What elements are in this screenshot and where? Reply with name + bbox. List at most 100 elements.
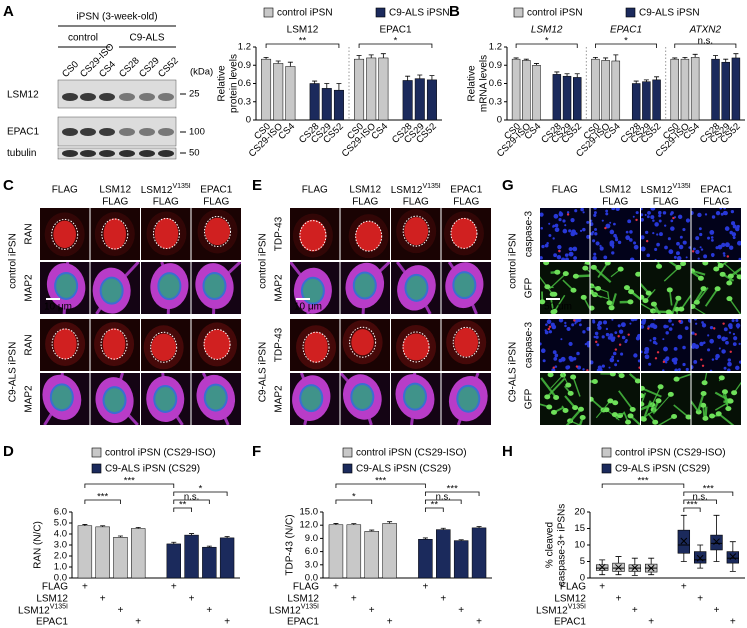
significance-label: ** (299, 36, 307, 47)
soma (656, 263, 663, 269)
significance-bracket (265, 43, 340, 48)
nucleus-dot (650, 215, 655, 220)
condition-label: EPAC1 (554, 617, 586, 628)
bar (285, 66, 296, 121)
condition-label-base: LSM12 (536, 605, 568, 616)
nucleus-dot (633, 319, 638, 321)
nucleus-dot (562, 228, 568, 234)
error-bar (324, 83, 330, 89)
scale-bar-label: 50 μm (544, 302, 572, 313)
y-tick-label: 5.0 (54, 518, 67, 529)
significance-bracket (424, 491, 480, 496)
legend-swatch (91, 463, 102, 474)
nucleus-dot (633, 244, 639, 250)
condition-plus: + (333, 582, 339, 593)
nucleus-outline (299, 220, 327, 252)
blot-band (158, 93, 174, 101)
nucleus-dot (644, 354, 650, 360)
significance-label: * (545, 36, 549, 47)
stain-label: RAN (24, 334, 35, 355)
nucleus-signal (51, 385, 72, 410)
soma (650, 301, 657, 307)
nucleus-dot (667, 237, 671, 241)
caspase-dot (691, 250, 695, 253)
y-tick-label: 0.0 (54, 573, 67, 584)
caspase-dot (638, 366, 640, 369)
nucleus-dot (699, 232, 703, 237)
neurite (590, 397, 605, 411)
condition-label: FLAG (560, 582, 586, 593)
micrograph (540, 262, 590, 314)
nucleus-dot (671, 358, 676, 363)
micrograph (590, 319, 640, 371)
nucleus-signal (302, 278, 323, 303)
soma (680, 262, 687, 267)
bar (601, 60, 610, 121)
soma (641, 416, 646, 422)
nucleus-signal (354, 273, 375, 298)
error-bar (387, 521, 393, 524)
nucleus-dot (717, 334, 722, 339)
soma (550, 309, 557, 314)
caspase-dot (552, 366, 555, 369)
nucleus-dot (671, 323, 674, 326)
nucleus-dot (637, 359, 640, 363)
error-bar (135, 527, 141, 529)
nucleus-outline (204, 215, 232, 247)
condition-label: LSM12V135I (536, 603, 586, 616)
nucleus-dot (566, 253, 569, 256)
nucleus-dot (715, 246, 719, 250)
y-axis-label: mRNA levels (479, 55, 490, 112)
soma (550, 409, 557, 415)
nucleus-dot (707, 334, 710, 337)
caspase-dot (604, 226, 607, 230)
nucleus-outline (51, 328, 79, 360)
nucleus-signal (406, 275, 427, 300)
nucleus-dot (701, 323, 707, 328)
error-bar (613, 54, 619, 61)
nucleus-dot (684, 326, 689, 331)
box (693, 551, 707, 564)
significance-bracket (84, 483, 175, 488)
micrograph (141, 208, 191, 260)
nucleus-dot (554, 227, 560, 233)
neurite (723, 262, 741, 278)
blot-band (80, 128, 96, 136)
soma (590, 264, 597, 270)
bar (670, 58, 679, 121)
caspase-dot (595, 340, 598, 344)
nucleus-dot (675, 251, 680, 256)
nucleus-dot (727, 358, 732, 362)
nucleus-dot (646, 253, 651, 258)
lane-label: CS29 (137, 55, 162, 80)
nucleus-dot (725, 337, 728, 340)
significance-bracket (683, 507, 701, 512)
significance-label: *** (703, 484, 714, 495)
error-bar (368, 54, 374, 58)
soma (641, 401, 645, 407)
soma (562, 407, 569, 413)
neurite (550, 374, 564, 389)
condition-label: LSM12V135I (18, 603, 68, 616)
soma (645, 290, 652, 296)
soma (543, 262, 550, 266)
nucleus (53, 328, 77, 360)
mean-marker (729, 553, 737, 560)
micrograph (141, 319, 191, 371)
column-header: FLAG (552, 185, 578, 196)
soma (629, 406, 636, 412)
condition-label: EPAC1 (36, 617, 68, 628)
soma (719, 271, 726, 277)
significance-label: *** (375, 476, 386, 487)
nucleus-dot (617, 324, 621, 328)
nucleus-dot (721, 349, 726, 354)
micrograph (40, 208, 90, 260)
neurite (680, 294, 691, 310)
nucleus-dot (574, 232, 578, 235)
nucleus-dot (593, 208, 597, 210)
micrograph (141, 262, 191, 314)
condition-plus: + (714, 605, 720, 616)
nucleus (351, 329, 374, 356)
legend-label: C9-ALS iPSN (CS29) (105, 464, 200, 475)
condition-label: LSM12 (554, 593, 586, 604)
